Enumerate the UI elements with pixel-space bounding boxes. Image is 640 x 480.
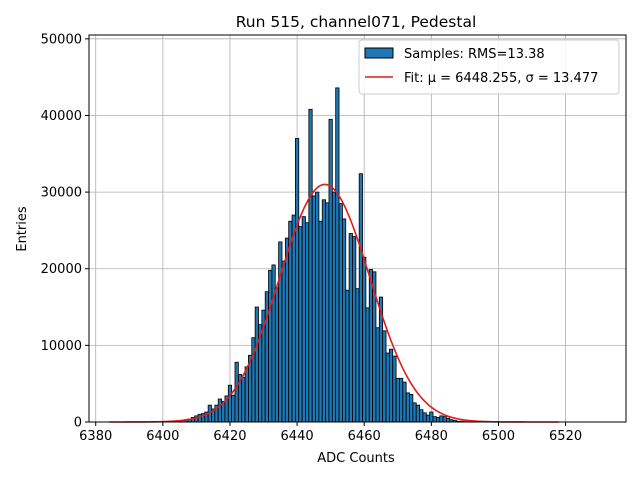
histogram-bar	[264, 291, 269, 423]
chart-title: Run 515, channel071, Pedestal	[236, 13, 477, 31]
histogram-bar	[321, 199, 327, 423]
x-tick-label: 6420	[213, 429, 246, 444]
y-tick-label: 40000	[41, 109, 82, 124]
y-axis: 0 10000 20000 30000 40000 50000	[41, 32, 89, 431]
histogram-bar	[432, 416, 437, 423]
histogram-bar	[328, 118, 333, 423]
y-tick-label: 10000	[41, 339, 82, 354]
histogram-bar	[388, 348, 394, 423]
histogram-bar	[278, 241, 283, 423]
histogram-bar	[227, 384, 233, 423]
x-tick-label: 6460	[348, 429, 381, 444]
histogram-bar	[244, 366, 249, 423]
histogram-bar	[298, 226, 303, 423]
histogram-bar	[442, 416, 447, 423]
histogram-bars	[177, 87, 471, 423]
legend-swatch-histogram	[364, 47, 394, 59]
legend-label-fit: Fit: μ = 6448.255, σ = 13.477	[404, 71, 598, 86]
y-tick-label: 50000	[41, 32, 82, 47]
histogram-bar	[331, 191, 337, 423]
histogram-bar	[375, 327, 380, 423]
plot-area	[88, 34, 627, 423]
histogram-bar	[338, 203, 343, 423]
histogram-bar	[439, 415, 444, 423]
histogram-bar	[402, 381, 407, 423]
histogram-bar	[405, 392, 410, 423]
y-tick-label: 30000	[41, 186, 82, 201]
histogram-bar	[281, 260, 286, 423]
x-tick-label: 6380	[79, 429, 112, 444]
legend-box	[358, 39, 620, 95]
histogram-bar	[409, 394, 414, 423]
histogram-bar	[412, 402, 417, 423]
histogram-bar	[318, 220, 323, 423]
histogram-bar	[446, 417, 451, 423]
histogram-bar	[345, 289, 350, 423]
histogram-bar	[288, 220, 293, 423]
histogram-bar	[385, 352, 390, 423]
y-axis-label: Entries	[15, 206, 30, 252]
y-tick-label: 0	[74, 416, 82, 431]
histogram-bar	[415, 404, 420, 423]
histogram-bar	[291, 214, 296, 423]
x-tick-label: 6440	[281, 429, 314, 444]
histogram-bar	[234, 361, 239, 423]
legend: Samples: RMS=13.38 Fit: μ = 6448.255, σ …	[358, 39, 620, 95]
x-tick-label: 6480	[415, 429, 448, 444]
histogram-bar	[254, 306, 259, 423]
histogram-bar	[348, 233, 353, 423]
histogram-bar	[335, 87, 340, 423]
histogram-bar	[382, 330, 387, 423]
histogram-bar	[311, 195, 316, 423]
legend-label-histogram: Samples: RMS=13.38	[404, 47, 545, 62]
x-tick-label: 6400	[146, 429, 179, 444]
histogram-bar	[308, 108, 313, 423]
histogram-bar	[241, 377, 246, 423]
histogram-bar	[399, 377, 404, 423]
histogram-bar	[422, 412, 427, 423]
histogram-bar	[231, 394, 236, 423]
histogram-bar	[429, 411, 434, 423]
histogram-bar	[368, 269, 374, 423]
histogram-bar	[325, 202, 330, 423]
histogram-bar	[362, 256, 367, 423]
histogram-bar	[419, 409, 424, 423]
histogram-bar	[295, 138, 300, 423]
histogram-bar	[395, 377, 400, 423]
y-tick-label: 20000	[41, 262, 82, 277]
histogram-bar	[217, 398, 222, 423]
histogram-bar	[392, 355, 397, 423]
histogram-bar	[271, 264, 276, 423]
histogram-bar	[352, 236, 357, 423]
histogram-bar	[305, 222, 310, 423]
histogram-bar	[315, 191, 320, 423]
histogram-bar	[425, 414, 431, 423]
histogram-bar	[435, 417, 441, 423]
histogram-bar	[197, 413, 202, 423]
x-tick-label: 6520	[549, 429, 582, 444]
histogram-bar	[355, 288, 360, 423]
x-axis: 6380 6400 6420 6440 6460 6480 6500 6520	[79, 422, 582, 444]
histogram-bar	[341, 218, 347, 423]
histogram-bar	[274, 287, 280, 423]
histogram-bar	[268, 269, 273, 423]
x-axis-label: ADC Counts	[317, 451, 395, 466]
x-tick-label: 6500	[482, 429, 515, 444]
histogram-bar	[365, 307, 370, 423]
histogram-bar	[301, 216, 306, 423]
grid	[89, 35, 626, 423]
histogram-bar	[284, 237, 290, 423]
histogram-bar	[358, 173, 363, 423]
